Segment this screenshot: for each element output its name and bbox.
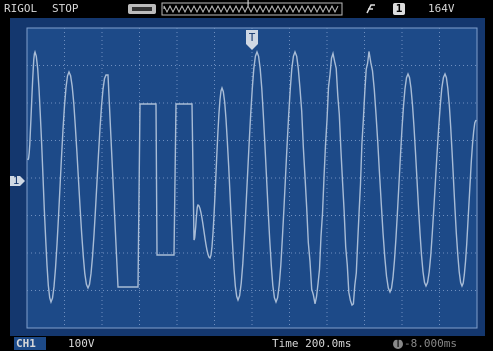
trigger-position-label: T — [249, 31, 256, 44]
trigger-channel: 1 — [396, 2, 403, 15]
time-offset: -8.000ms — [404, 337, 457, 350]
run-status: STOP — [52, 2, 79, 15]
time-base: Time 200.0ms — [272, 337, 351, 350]
offset-icon-label: T — [395, 337, 402, 350]
trigger-level: 164V — [428, 2, 455, 15]
memory-bar-inner — [132, 7, 152, 11]
channel-ground-label: 1 — [13, 174, 20, 187]
vertical-scale: 100V — [68, 337, 95, 350]
overview-trigger-marker: T — [245, 0, 252, 9]
channel-label: CH1 — [16, 337, 36, 350]
scope-screen: RIGOL STOP T 1 164V T 1 CH1 100V Time 20… — [0, 0, 493, 351]
brand: RIGOL — [4, 2, 37, 15]
